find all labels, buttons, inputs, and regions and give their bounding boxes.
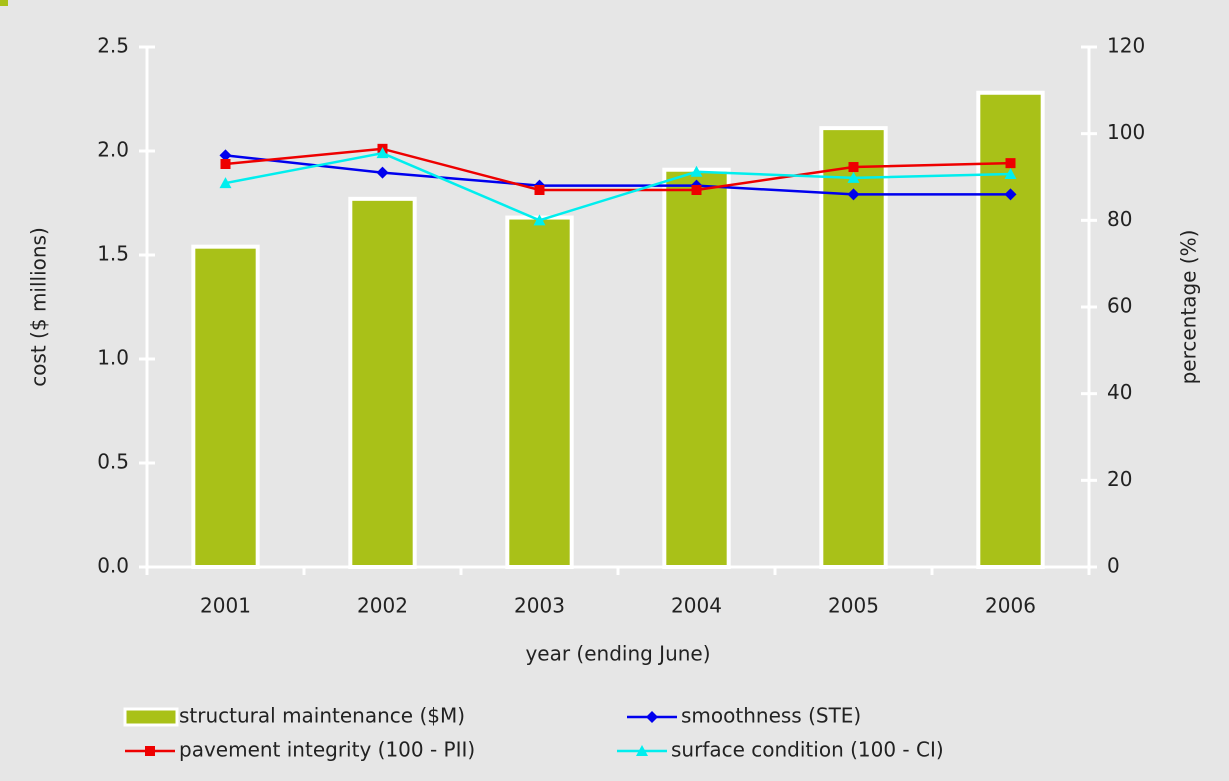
y2-axis-label: percentage (%) — [1177, 230, 1201, 385]
bar — [662, 167, 731, 569]
line — [225, 151, 1011, 222]
y-tick-label: 0.5 — [97, 450, 129, 474]
bar — [505, 215, 574, 569]
y-tick-label: 2.0 — [97, 138, 129, 162]
legend-marker — [636, 745, 648, 756]
point — [376, 147, 389, 159]
x-tick-label: 2004 — [671, 594, 722, 618]
bar — [348, 196, 417, 569]
line — [225, 154, 1011, 196]
y-axis-label: cost ($ millions) — [27, 227, 51, 387]
point — [690, 165, 703, 177]
point — [534, 185, 545, 195]
point — [1004, 188, 1017, 201]
x-axis-label: year (ending June) — [525, 642, 710, 666]
point — [376, 166, 389, 179]
legend-label: structural maintenance ($M) — [179, 704, 465, 728]
point — [533, 214, 546, 226]
point — [691, 185, 702, 195]
y-tick-label: 1.5 — [97, 242, 129, 266]
point — [847, 188, 860, 201]
bar — [191, 244, 260, 569]
point — [1005, 158, 1016, 169]
y2-tick-label: 80 — [1107, 207, 1132, 231]
x-tick-label: 2002 — [357, 594, 408, 618]
line — [225, 147, 1011, 192]
legend-marker — [646, 711, 658, 723]
y-tick-label: 1.0 — [97, 346, 129, 370]
legend-label: pavement integrity (100 - PII) — [179, 738, 475, 762]
point — [220, 159, 231, 169]
bar — [819, 126, 888, 569]
y-tick-label: 0.0 — [97, 554, 129, 578]
y2-tick-label: 120 — [1107, 34, 1145, 58]
point — [219, 177, 232, 189]
x-tick-label: 2003 — [514, 594, 565, 618]
y2-tick-label: 0 — [1107, 554, 1120, 578]
x-tick-label: 2001 — [200, 594, 251, 618]
y2-tick-label: 60 — [1107, 294, 1132, 318]
y-tick-label: 2.5 — [97, 34, 129, 58]
point — [848, 162, 859, 173]
y2-tick-label: 100 — [1107, 120, 1145, 144]
y2-tick-label: 40 — [1107, 380, 1132, 404]
legend-label: smoothness (STE) — [681, 704, 861, 728]
legend-label: surface condition (100 - CI) — [671, 738, 944, 762]
point — [1004, 167, 1017, 179]
point — [219, 149, 232, 162]
legend-marker — [145, 746, 155, 756]
point — [847, 171, 860, 183]
corner-accent — [0, 0, 8, 6]
legend-swatch — [123, 707, 179, 727]
y2-tick-label: 20 — [1107, 467, 1132, 491]
x-tick-label: 2005 — [828, 594, 879, 618]
x-tick-label: 2006 — [985, 594, 1036, 618]
